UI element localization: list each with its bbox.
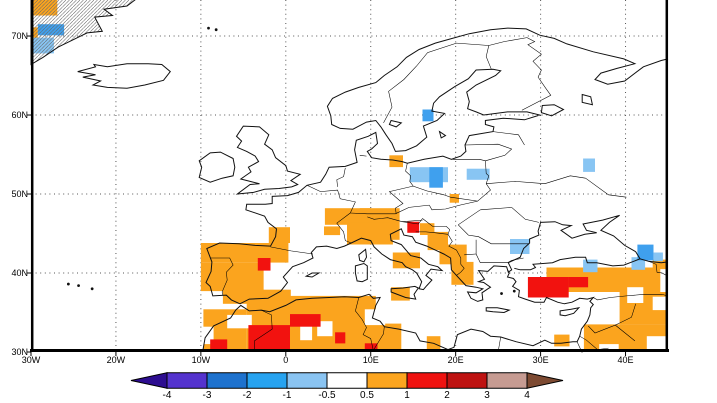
legend-segment xyxy=(206,372,248,389)
anomaly-cell xyxy=(527,277,569,298)
anomaly-cell xyxy=(407,221,420,233)
color-scale-bar xyxy=(130,372,564,389)
color-scale-legend: -4 -3 -2 -1 -0.5 0.5 1 2 3 4 xyxy=(130,372,571,402)
anomaly-cell xyxy=(300,322,313,341)
anomaly-cell xyxy=(210,339,228,351)
anomaly-cell xyxy=(653,252,663,262)
anomaly-cell xyxy=(439,244,467,265)
lat-tick-label: 70N xyxy=(11,31,28,42)
graticule xyxy=(31,0,668,350)
anomaly-cell xyxy=(599,344,619,352)
lon-tick-label: 30E xyxy=(532,355,549,365)
anomaly-cell xyxy=(554,334,570,347)
greenland-hatched-land xyxy=(30,0,136,66)
map-canvas xyxy=(27,0,671,356)
legend-segment xyxy=(326,372,368,389)
legend-value-label: -1 xyxy=(282,390,292,401)
lat-tick-label: 60N xyxy=(11,110,28,121)
legend-value-label: -2 xyxy=(242,390,252,401)
legend-left-arrow xyxy=(130,372,168,389)
legend-value-label: 2 xyxy=(444,390,450,401)
anomaly-cell xyxy=(222,289,291,304)
anomaly-cell xyxy=(429,167,443,188)
legend-value-label: -4 xyxy=(162,390,172,401)
lat-tick-label: 40N xyxy=(11,268,28,278)
anomaly-cell xyxy=(248,325,290,352)
anomaly-cell xyxy=(583,259,598,273)
legend-value-label: -3 xyxy=(202,390,212,401)
anomaly-cell xyxy=(290,314,321,327)
anomaly-cell xyxy=(599,301,609,322)
legend-right-arrow xyxy=(526,372,564,389)
anomaly-cell xyxy=(389,155,403,168)
lon-tick-label: 10W xyxy=(191,355,211,365)
lon-tick-label: 10E xyxy=(362,355,379,365)
anomaly-cell xyxy=(201,326,214,345)
anomaly-cell xyxy=(347,222,393,245)
anomaly-cell xyxy=(422,109,434,122)
legend-segment xyxy=(286,372,328,389)
anomaly-cell xyxy=(583,158,595,172)
anomaly-cell xyxy=(324,208,371,225)
legend-value-label: 3 xyxy=(484,390,490,401)
legend-segment xyxy=(246,372,288,389)
anomaly-cell xyxy=(364,343,378,352)
anomaly-cell xyxy=(646,336,671,352)
anomaly-cell xyxy=(568,277,589,288)
legend-segment xyxy=(486,372,528,389)
anomaly-cell xyxy=(449,194,459,203)
lon-tick-label: 20E xyxy=(447,355,464,365)
anomaly-cell xyxy=(420,223,435,235)
lon-tick-label: 30W xyxy=(21,355,41,365)
lon-tick-label: 0 xyxy=(283,355,289,365)
anomaly-cell xyxy=(392,252,420,269)
lon-tick-label: 40E xyxy=(617,355,634,365)
map-frame xyxy=(27,0,669,356)
anomaly-cell xyxy=(324,226,341,236)
lon-tick-label: 20W xyxy=(106,355,126,365)
legend-segment xyxy=(406,372,448,389)
lat-tick-label: 30N xyxy=(11,347,28,357)
anomaly-cell xyxy=(510,239,530,254)
country-borders xyxy=(210,37,668,353)
anomaly-cell xyxy=(426,336,441,352)
anomaly-cell xyxy=(200,243,289,263)
anomaly-cell xyxy=(268,227,290,243)
anomaly-cell xyxy=(391,287,410,301)
anomaly-cell xyxy=(257,258,271,271)
anomaly-cell xyxy=(335,332,346,344)
legend-value-label: -0.5 xyxy=(318,390,336,401)
anomaly-cell xyxy=(466,168,490,180)
anomaly-cell xyxy=(227,314,252,329)
anomaly-cells xyxy=(31,0,671,352)
anomaly-cell xyxy=(364,309,386,326)
anomaly-cell xyxy=(637,244,654,261)
anomaly-cell xyxy=(317,321,333,337)
legend-segment xyxy=(366,372,408,389)
legend-segment xyxy=(446,372,488,389)
anomaly-cell xyxy=(451,261,474,285)
legend-segment xyxy=(166,372,208,389)
anomaly-cell xyxy=(652,296,668,311)
legend-value-label: 4 xyxy=(524,390,530,401)
legend-value-label: 0.5 xyxy=(360,390,374,401)
anomaly-cell xyxy=(375,323,402,352)
lat-tick-label: 50N xyxy=(11,189,28,199)
legend-value-label: 1 xyxy=(404,390,410,401)
anomaly-cell xyxy=(652,259,668,270)
